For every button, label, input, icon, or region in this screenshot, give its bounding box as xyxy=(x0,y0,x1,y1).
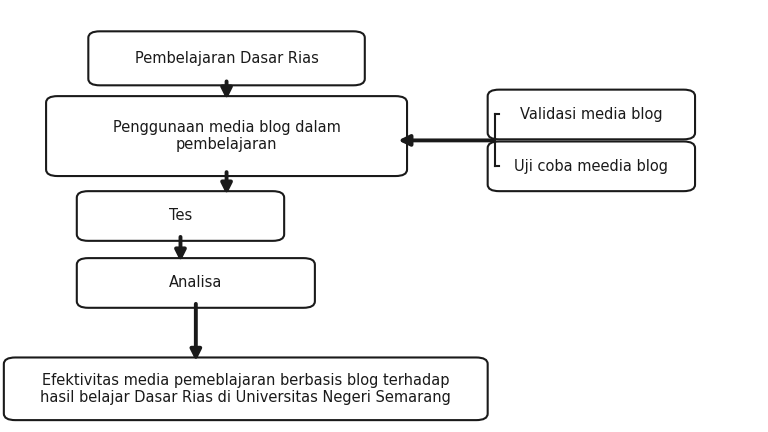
Text: Efektivitas media pemeblajaran berbasis blog terhadap
hasil belajar Dasar Rias d: Efektivitas media pemeblajaran berbasis … xyxy=(41,372,451,405)
Text: Analisa: Analisa xyxy=(169,276,223,290)
Text: Penggunaan media blog dalam
pembelajaran: Penggunaan media blog dalam pembelajaran xyxy=(113,120,340,152)
FancyBboxPatch shape xyxy=(88,32,365,86)
FancyBboxPatch shape xyxy=(77,258,315,308)
Text: Uji coba meedia blog: Uji coba meedia blog xyxy=(515,159,668,174)
FancyBboxPatch shape xyxy=(77,191,284,241)
FancyBboxPatch shape xyxy=(46,96,407,176)
FancyBboxPatch shape xyxy=(488,90,695,139)
Text: Pembelajaran Dasar Rias: Pembelajaran Dasar Rias xyxy=(134,51,319,66)
FancyBboxPatch shape xyxy=(4,358,488,420)
FancyBboxPatch shape xyxy=(488,142,695,191)
Text: Tes: Tes xyxy=(169,209,192,223)
Text: Validasi media blog: Validasi media blog xyxy=(520,107,663,122)
